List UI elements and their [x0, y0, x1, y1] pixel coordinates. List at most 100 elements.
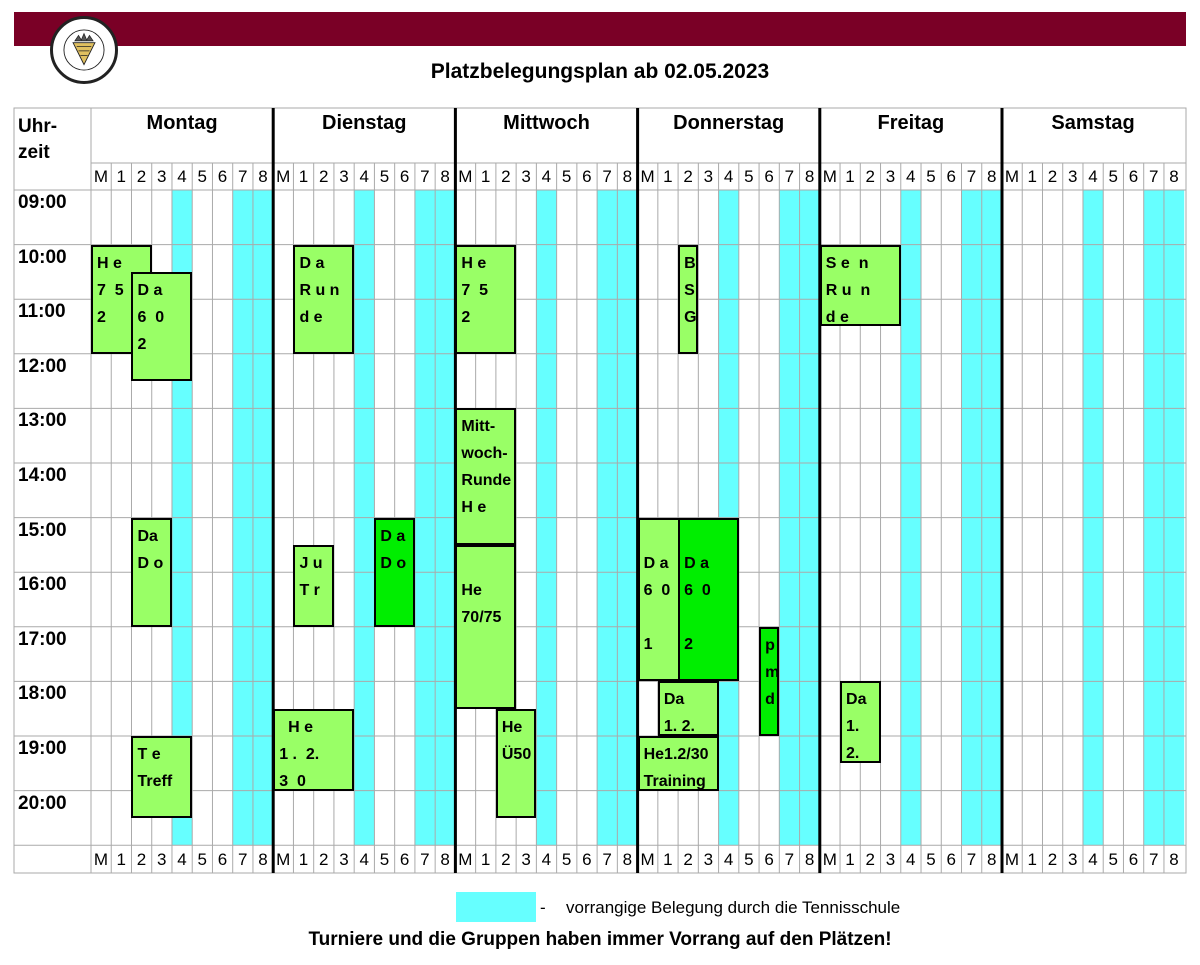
booking-text-line — [684, 523, 737, 550]
court-label-bottom: 5 — [1108, 850, 1118, 870]
court-label-top: 4 — [359, 167, 369, 186]
court-label-bottom: 4 — [723, 850, 734, 870]
court-label-top: 2 — [136, 167, 147, 186]
court-label-bottom: 6 — [1128, 850, 1139, 870]
hour-label: 11:00 — [18, 301, 66, 323]
court-label-top: 6 — [582, 167, 592, 186]
court-label-top: 3 — [885, 167, 896, 186]
court-label-top: 3 — [156, 167, 167, 186]
booking-text-line: D a — [643, 554, 669, 572]
court-label-top: 8 — [258, 167, 268, 186]
court-label-bottom: 3 — [156, 850, 167, 870]
club-logo-emblem — [63, 29, 105, 71]
booking-text-line: R u n — [825, 281, 871, 299]
court-label-bottom: 2 — [136, 850, 147, 870]
legend-dash: - — [540, 898, 546, 917]
court-label-top: 5 — [379, 167, 390, 186]
court-label-top: 1 — [1027, 167, 1037, 186]
court-label-top: 4 — [906, 167, 916, 186]
court-label-top: 8 — [622, 167, 633, 186]
club-logo — [50, 16, 118, 84]
day-header: Donnerstag — [673, 112, 785, 134]
court-label-top: 7 — [602, 167, 612, 186]
court-label-bottom: 8 — [258, 850, 268, 870]
booking-text-line: He — [461, 581, 482, 599]
booking-block: Da 1. 2. — [840, 681, 881, 764]
booking-text-line: m — [765, 663, 780, 681]
court-label-top: M — [640, 167, 655, 186]
booking-text-line: 7 5 — [461, 281, 489, 299]
court-label-bottom: 4 — [906, 850, 916, 870]
hour-label: 20:00 — [18, 792, 67, 814]
booking-text-line: H e — [97, 254, 122, 272]
booking-text-line: 2 — [461, 308, 471, 326]
booking-text-line: D a — [380, 527, 406, 545]
booking-text-line: 2 — [97, 308, 106, 326]
booking-text-line: D o — [380, 554, 407, 572]
header-bar — [14, 12, 1186, 46]
booking-text-line: B — [684, 254, 696, 272]
hour-label: 10:00 — [18, 246, 67, 268]
court-label-bottom: 5 — [379, 850, 390, 870]
court-label-top: 5 — [744, 167, 754, 186]
court-label-top: 5 — [197, 167, 207, 186]
booking-text-line: T r — [299, 581, 320, 599]
court-label-bottom: 3 — [885, 850, 896, 870]
hour-label: 09:00 — [18, 192, 67, 213]
booking-text-line: D o — [137, 554, 164, 572]
court-label-top: 5 — [561, 167, 572, 186]
booking-text-line: woch- — [461, 445, 508, 463]
hour-label: 19:00 — [18, 738, 67, 759]
booking-text-line: J u — [299, 554, 323, 572]
court-label-top: M — [458, 167, 473, 186]
booking-block: He 70/75 — [455, 544, 517, 709]
court-label-bottom: 2 — [683, 850, 693, 870]
booking-text-line: D a — [137, 281, 163, 299]
hour-label: 16:00 — [18, 574, 67, 596]
court-label-top: 8 — [440, 167, 450, 186]
booking-text-line: Ü50 — [501, 745, 532, 763]
court-label-bottom: 1 — [845, 850, 855, 870]
court-label-top: 7 — [420, 167, 430, 186]
booking-text-line: S e n — [825, 254, 869, 272]
court-label-top: 5 — [926, 167, 936, 186]
booking-block: J u T r — [293, 544, 334, 627]
booking-text-line: T e — [137, 746, 161, 763]
booking-text-line: d e — [825, 308, 849, 326]
court-label-bottom: 1 — [116, 850, 126, 870]
grid-frame — [13, 107, 1187, 874]
court-label-top: 1 — [663, 167, 673, 186]
priority-note: Turniere und die Gruppen haben immer Vor… — [308, 929, 892, 950]
court-label-bottom: 1 — [1027, 850, 1037, 870]
court-label-bottom: 1 — [663, 850, 673, 870]
court-label-bottom: 2 — [865, 850, 876, 870]
page-title: Platzbelegungsplan ab 02.05.2023 — [430, 60, 770, 83]
court-label-top: 3 — [1067, 167, 1078, 186]
court-label-bottom: 3 — [339, 850, 349, 870]
court-label-top: 1 — [116, 167, 126, 186]
booking-text-line: Da — [846, 691, 867, 709]
day-header: Montag — [146, 112, 218, 134]
booking-text-line: D a — [684, 554, 709, 572]
booking-text-line: 1. — [846, 718, 860, 736]
booking-block: Da D o — [131, 517, 172, 627]
court-label-bottom: 5 — [561, 850, 572, 870]
court-label-bottom: 7 — [237, 850, 248, 870]
court-label-bottom: M — [822, 850, 837, 870]
booking-text-line: S — [684, 281, 695, 299]
time-column-header: Uhr- zeit — [18, 114, 57, 166]
booking-text-line: 1 — [643, 635, 653, 653]
court-label-top: 2 — [683, 167, 693, 186]
court-label-top: 2 — [318, 167, 329, 186]
time-header-line1: Uhr- — [18, 116, 58, 137]
booking-block: T e Treff — [131, 736, 193, 818]
booking-text-line: 1 . 2. — [279, 745, 320, 763]
booking-text-line — [461, 550, 514, 577]
court-label-top: 6 — [946, 167, 956, 186]
booking-text-line: Da — [663, 691, 685, 709]
court-label-bottom: 7 — [420, 850, 430, 870]
booking-text-line: 70/75 — [461, 608, 502, 626]
legend-color-swatch — [456, 892, 536, 922]
